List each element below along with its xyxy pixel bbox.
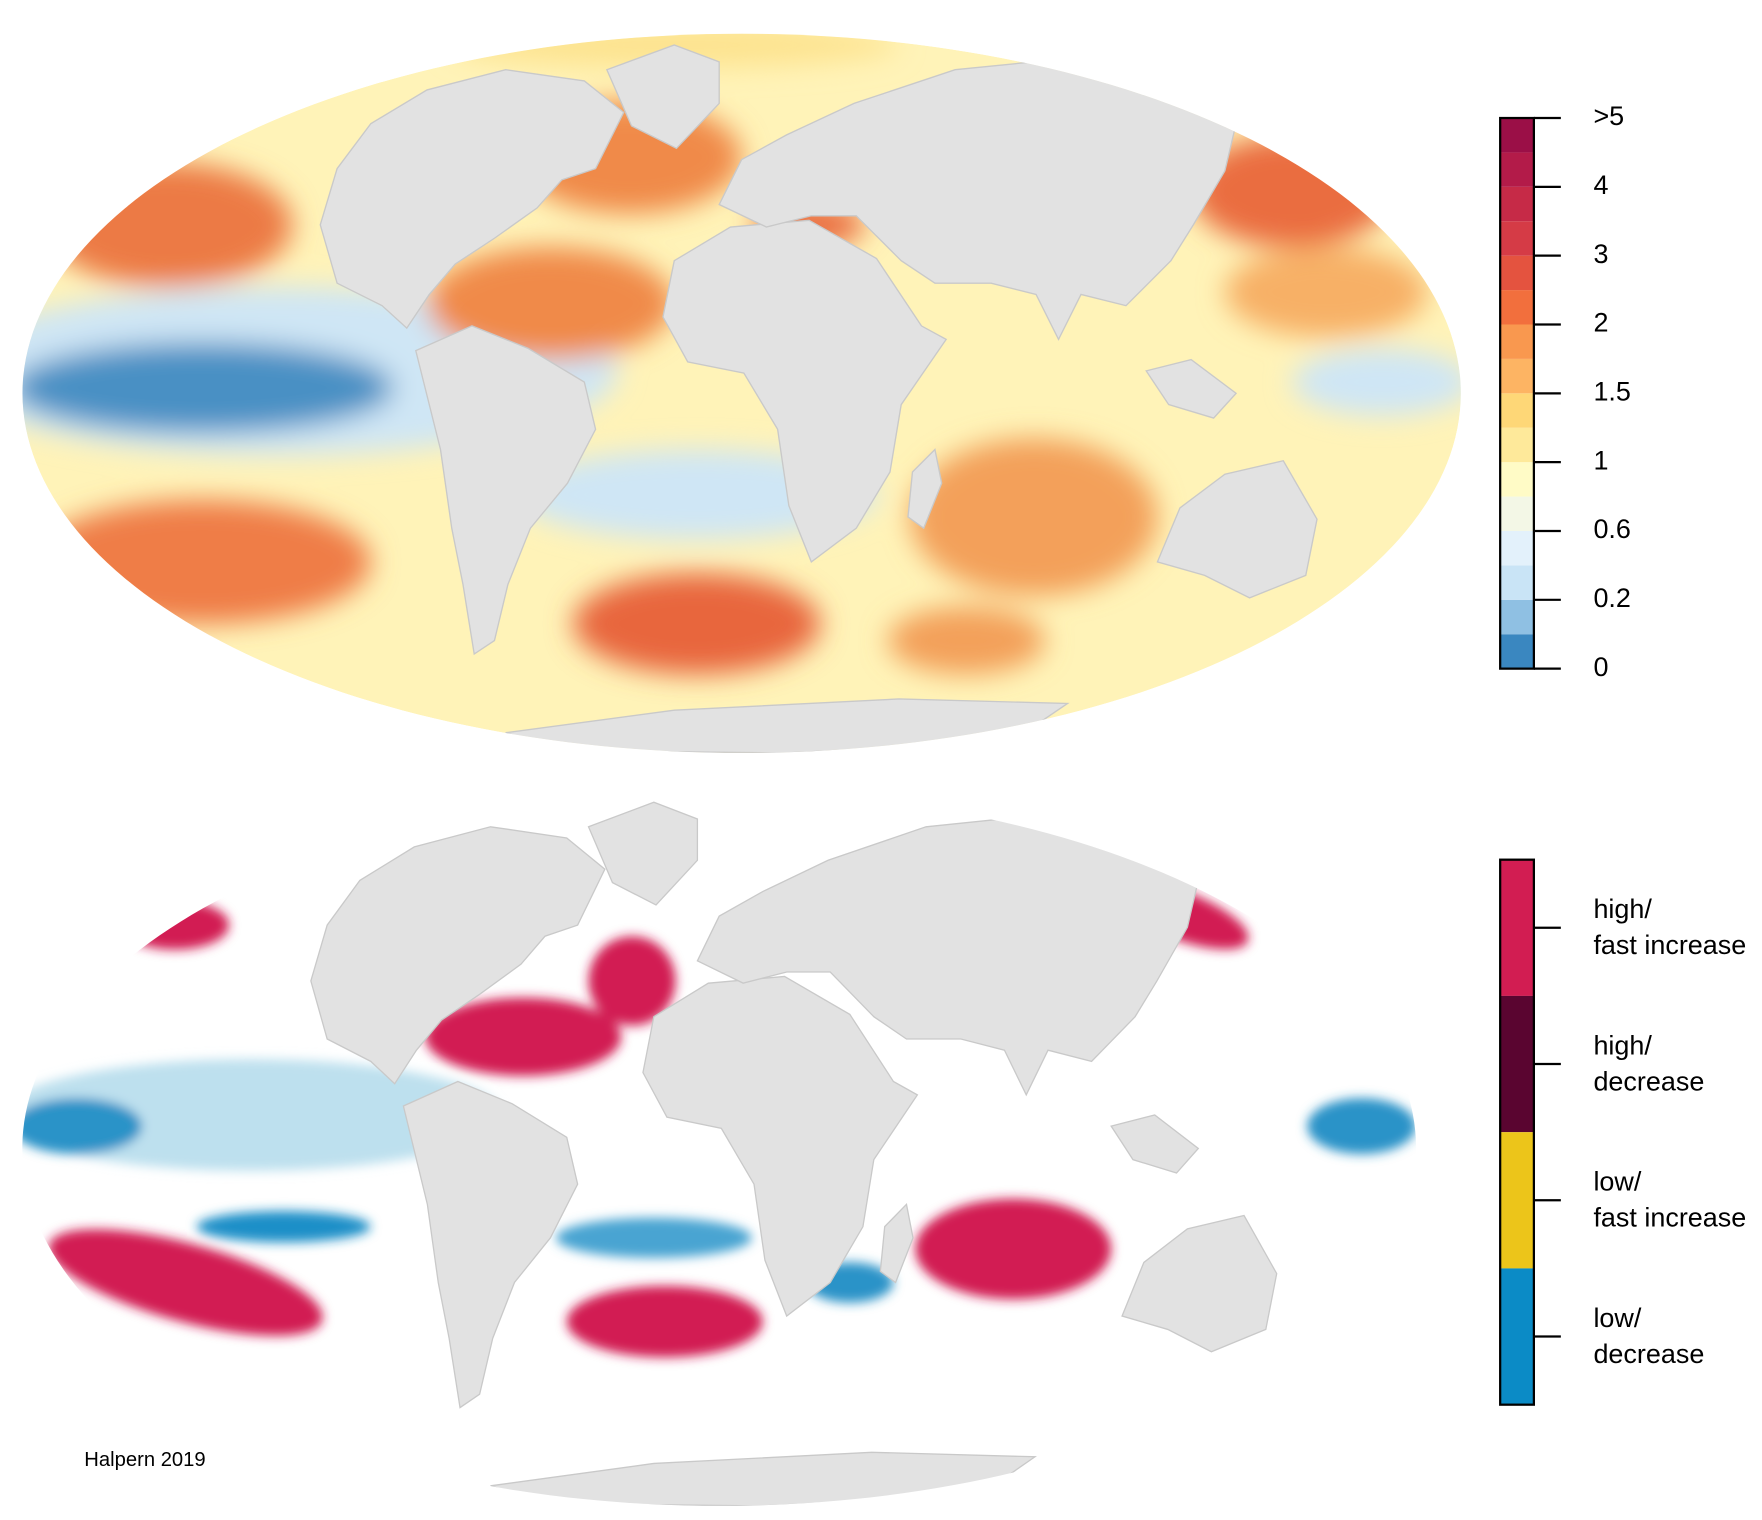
legend-swatch bbox=[1500, 324, 1534, 359]
legend-tick-label: 0 bbox=[1593, 652, 1608, 682]
legend-swatch bbox=[1500, 393, 1534, 428]
legend-label: decrease bbox=[1593, 1066, 1704, 1096]
legend-swatch bbox=[1500, 1132, 1534, 1269]
legend-swatch bbox=[1500, 290, 1534, 325]
credit: Halpern 2019 bbox=[84, 1449, 205, 1471]
legend-swatch bbox=[1500, 634, 1534, 669]
legend-tick-label: >5 bbox=[1593, 101, 1624, 131]
legend-tick-label: 0.2 bbox=[1593, 583, 1630, 613]
legend-label: decrease bbox=[1593, 1339, 1704, 1369]
legend-label: high/ bbox=[1593, 894, 1652, 924]
legend-label: high/ bbox=[1593, 1030, 1652, 1060]
legend-tick-label: 1.5 bbox=[1593, 376, 1630, 406]
legend-swatch bbox=[1500, 427, 1534, 463]
legend-swatch bbox=[1500, 995, 1534, 1133]
legend-swatch bbox=[1500, 462, 1534, 497]
legend-label: fast increase bbox=[1593, 930, 1746, 960]
legend-swatch bbox=[1500, 496, 1534, 531]
legend-swatch bbox=[1500, 530, 1534, 566]
legend-swatch bbox=[1500, 186, 1534, 222]
legend-tick-label: 0.6 bbox=[1593, 514, 1630, 544]
legend-label: low/ bbox=[1593, 1303, 1641, 1333]
legend-label: fast increase bbox=[1593, 1203, 1746, 1233]
legend-swatch bbox=[1500, 152, 1534, 187]
bottom-map bbox=[22, 791, 1417, 1506]
legend-tick-label: 1 bbox=[1593, 445, 1608, 475]
legend-swatch bbox=[1500, 118, 1534, 153]
legend-tick-label: 2 bbox=[1593, 308, 1608, 338]
top-map bbox=[22, 33, 1461, 753]
legend-swatch bbox=[1500, 221, 1534, 256]
legend-frame bbox=[1499, 858, 1536, 1406]
legend-tick-label: 4 bbox=[1593, 170, 1608, 200]
legend-swatch bbox=[1500, 859, 1534, 996]
legend-label: low/ bbox=[1593, 1167, 1641, 1197]
legend-swatch bbox=[1500, 1268, 1534, 1405]
legend-swatch bbox=[1500, 565, 1534, 600]
legend-swatch bbox=[1500, 255, 1534, 291]
legend-tick-label: 3 bbox=[1593, 239, 1608, 269]
legend-swatch bbox=[1500, 358, 1534, 394]
legend-swatch bbox=[1500, 599, 1534, 635]
